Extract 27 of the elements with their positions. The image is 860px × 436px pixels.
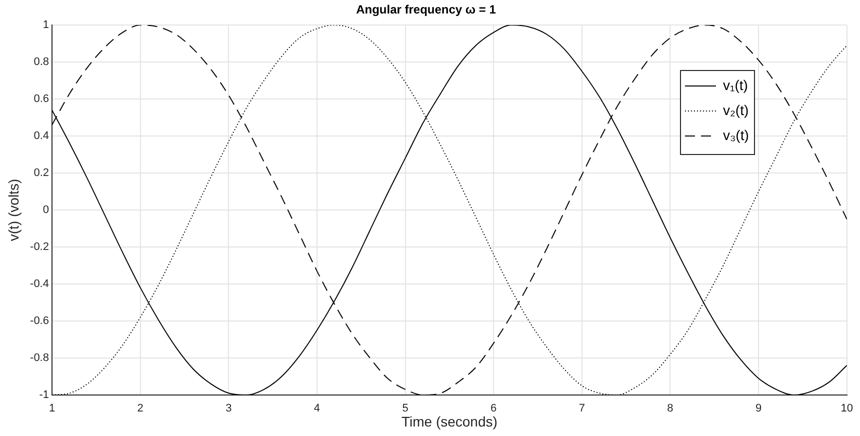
x-axis-title: Time (seconds) [401,413,498,430]
y-tick-label: 0.8 [34,56,49,68]
y-axis-title: v(t) (volts) [5,178,22,242]
y-tick-label: 0.4 [34,130,49,142]
y-tick-label: -0.8 [30,352,49,364]
y-tick-label: -0.4 [30,278,49,290]
y-tick-label: 0.6 [34,93,49,106]
legend-label: v₂(t) [722,102,749,118]
x-tick-label: 7 [578,402,585,415]
x-tick-label: 10 [840,402,854,415]
y-tick-label: -1 [39,389,49,402]
y-tick-label: -0.2 [30,241,49,254]
x-tick-label: 8 [667,402,674,415]
chart-title: Angular frequency ω = 1 [356,2,496,17]
legend-label: v₁(t) [722,76,748,93]
y-tick-label: -0.6 [30,315,49,328]
x-tick-label: 4 [314,402,320,415]
x-tick-label: 5 [402,402,408,415]
x-tick-label: 3 [226,402,232,415]
y-tick-label: 0.2 [34,167,49,180]
legend-label: v₃(t) [722,126,749,143]
y-tick-label: 0 [42,204,49,216]
x-tick-label: 6 [490,402,497,415]
x-tick-label: 9 [756,402,762,415]
x-tick-label: 2 [137,402,144,415]
y-tick-label: 1 [42,19,49,32]
line-series [52,25,847,395]
